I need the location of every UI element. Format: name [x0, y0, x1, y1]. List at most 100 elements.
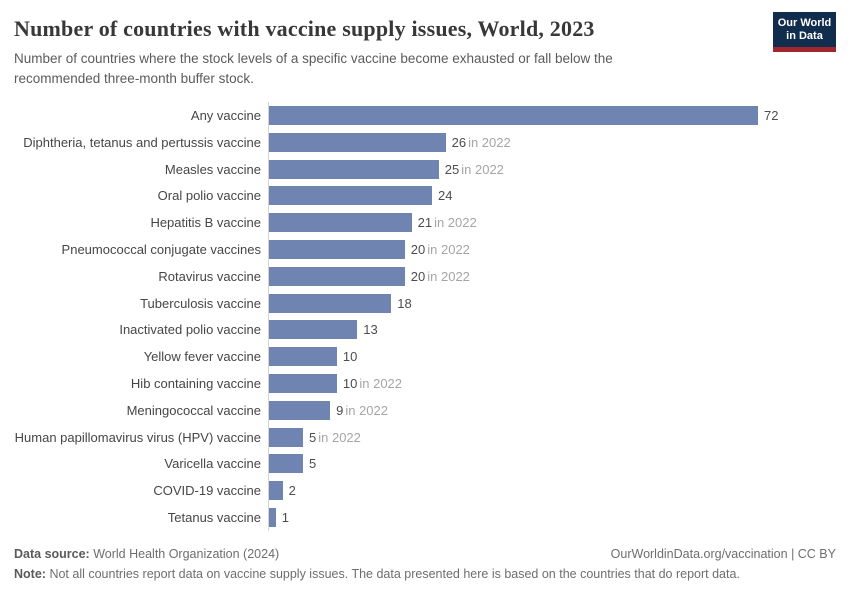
- bar-chart: Any vaccine 72 Diphtheria, tetanus and per…: [14, 102, 836, 531]
- bar-row: Human papillomavirus virus (HPV) vaccine…: [14, 423, 836, 451]
- value-label: 2: [288, 483, 296, 499]
- footer: Data source: World Health Organization (…: [14, 547, 836, 581]
- bar-area: 5 in 2022: [268, 423, 836, 451]
- bar[interactable]: [269, 186, 432, 206]
- bar-row: Pneumococcal conjugate vaccines 20 in 2022: [14, 236, 836, 263]
- bar[interactable]: [269, 213, 412, 233]
- bar-row: Diphtheria, tetanus and pertussis vaccin…: [14, 128, 836, 156]
- bar[interactable]: [269, 454, 303, 474]
- bar-row: Hepatitis B vaccine 21 in 2022: [14, 209, 836, 237]
- bar-area: 1: [268, 504, 836, 531]
- value-year-suffix: in 2022: [427, 268, 470, 284]
- bar-row: COVID-19 vaccine 2: [14, 477, 836, 505]
- bar[interactable]: [269, 159, 439, 179]
- value-label: 20: [410, 268, 426, 284]
- bar-area: 18: [268, 289, 836, 317]
- bar[interactable]: [269, 400, 331, 420]
- bar-row: Tetanus vaccine 1: [14, 504, 836, 531]
- value-label: 20: [410, 242, 426, 257]
- bar[interactable]: [269, 240, 405, 259]
- footer-top-row: Data source: World Health Organization (…: [14, 547, 836, 561]
- bar-area: 25 in 2022: [268, 155, 836, 183]
- category-label: Oral polio vaccine: [157, 188, 261, 204]
- value-label: 10: [342, 349, 358, 365]
- value-label: 72: [764, 108, 779, 124]
- bar-area: 10: [268, 343, 836, 371]
- bar[interactable]: [269, 132, 446, 152]
- bar-row: Meningococcal vaccine 9 in 2022: [14, 396, 836, 424]
- bar-area: 2: [268, 477, 836, 505]
- value-label: 13: [363, 322, 378, 338]
- bar-area: 9 in 2022: [268, 396, 836, 424]
- bar[interactable]: [269, 507, 276, 527]
- category-label: Tuberculosis vaccine: [140, 295, 261, 311]
- bar[interactable]: [269, 481, 283, 501]
- bar-row: Any vaccine 72: [14, 102, 836, 129]
- bar-row: Varicella vaccine 5: [14, 450, 836, 478]
- bar[interactable]: [269, 293, 392, 313]
- value-label: 24: [438, 188, 453, 204]
- value-year-suffix: in 2022: [434, 215, 477, 231]
- bar-area: 21 in 2022: [268, 209, 836, 237]
- value-label: 26: [451, 134, 467, 150]
- bar-row: Hib containing vaccine 10 in 2022: [14, 370, 836, 397]
- bar-row: Yellow fever vaccine 10: [14, 343, 836, 371]
- category-label: Any vaccine: [190, 108, 261, 124]
- bar-area: 20 in 2022: [268, 262, 836, 290]
- category-label: Meningococcal vaccine: [126, 402, 261, 418]
- category-label: Measles vaccine: [164, 161, 261, 177]
- bar-row: Tuberculosis vaccine 18: [14, 289, 836, 317]
- value-year-suffix: in 2022: [461, 161, 504, 177]
- value-year-suffix: in 2022: [345, 402, 388, 418]
- value-label: 5: [309, 456, 317, 472]
- category-label: Diphtheria, tetanus and pertussis vaccin…: [23, 134, 261, 150]
- value-label: 25: [444, 161, 460, 177]
- bar-area: 10 in 2022: [268, 370, 836, 397]
- owid-logo-line1: Our World: [777, 17, 832, 29]
- category-label: Hepatitis B vaccine: [150, 215, 261, 231]
- value-year-suffix: in 2022: [427, 242, 470, 257]
- bar-row: Oral polio vaccine 24: [14, 182, 836, 210]
- bar-row: Rotavirus vaccine 20 in 2022: [14, 262, 836, 290]
- bar-row: Inactivated polio vaccine 13: [14, 316, 836, 344]
- note-text: Not all countries report data on vaccine…: [49, 566, 740, 581]
- bar[interactable]: [269, 320, 358, 340]
- owid-logo-line2: in Data: [786, 30, 823, 42]
- bar[interactable]: [269, 106, 758, 126]
- chart-subtitle: Number of countries where the stock leve…: [14, 51, 613, 86]
- category-label: Inactivated polio vaccine: [119, 322, 261, 338]
- bar-area: 13: [268, 316, 836, 344]
- value-label: 9: [336, 402, 344, 418]
- data-source-line: Data source: World Health Organization (…: [14, 547, 279, 561]
- category-label: Human papillomavirus virus (HPV) vaccine: [14, 429, 261, 445]
- category-label: Yellow fever vaccine: [143, 349, 261, 365]
- value-year-suffix: in 2022: [359, 375, 403, 391]
- category-label: Pneumococcal conjugate vaccines: [61, 242, 261, 257]
- bar[interactable]: [269, 266, 405, 286]
- attribution-link[interactable]: OurWorldinData.org/vaccination | CC BY: [610, 546, 836, 561]
- bar-area: 24: [268, 182, 836, 210]
- value-label: 5: [309, 429, 317, 445]
- category-label: Rotavirus vaccine: [158, 268, 261, 284]
- bar-area: 5: [268, 450, 836, 478]
- value-year-suffix: in 2022: [318, 429, 361, 445]
- value-label: 21: [417, 215, 433, 231]
- data-source-label: Data source:: [14, 546, 90, 561]
- category-label: COVID-19 vaccine: [153, 483, 261, 499]
- category-label: Varicella vaccine: [164, 456, 261, 472]
- chart-title: Number of countries with vaccine supply …: [14, 16, 595, 41]
- bar-row: Measles vaccine 25 in 2022: [14, 155, 836, 183]
- bar[interactable]: [269, 347, 337, 367]
- category-label: Tetanus vaccine: [167, 509, 261, 525]
- bar[interactable]: [269, 373, 337, 393]
- value-year-suffix: in 2022: [468, 134, 511, 150]
- category-label: Hib containing vaccine: [130, 375, 261, 391]
- value-label: 10: [342, 375, 358, 391]
- bar-area: 72: [268, 102, 836, 129]
- bar[interactable]: [269, 427, 303, 447]
- owid-logo[interactable]: Our World in Data: [773, 12, 836, 52]
- value-label: 18: [397, 295, 412, 311]
- bar-area: 26 in 2022: [268, 128, 836, 156]
- data-source-value: World Health Organization (2024): [93, 546, 280, 561]
